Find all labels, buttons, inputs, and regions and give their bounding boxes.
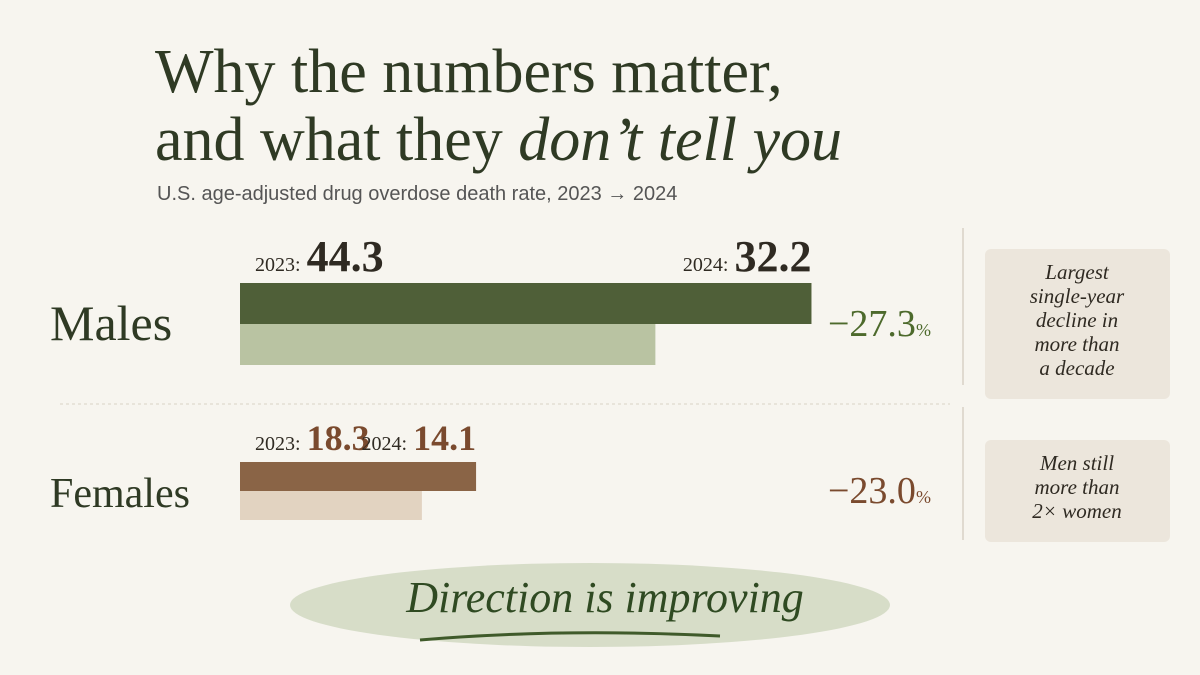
change: −23.0% xyxy=(828,470,931,512)
value-label: 44.3 xyxy=(307,232,384,281)
subtitle: U.S. age-adjusted drug overdose death ra… xyxy=(157,183,677,205)
note-line: decline in xyxy=(1036,308,1118,332)
year-label: 2023: xyxy=(255,254,301,276)
row-label: Males xyxy=(50,295,172,351)
value-label: 14.1 xyxy=(413,418,476,458)
title-italic: don’t tell you xyxy=(518,106,842,174)
year-label: 2023: xyxy=(255,433,301,455)
bar-2023 xyxy=(240,283,812,324)
change: −27.3% xyxy=(828,303,931,345)
title-part: and what they xyxy=(155,106,518,174)
note-line: single-year xyxy=(1030,284,1125,308)
note-line: Largest xyxy=(1044,260,1110,284)
note-card xyxy=(985,249,1170,399)
note-line: a decade xyxy=(1039,356,1114,380)
value-2023: 2023: 18.3 xyxy=(255,418,370,458)
change-unit: % xyxy=(916,320,931,340)
change-unit: % xyxy=(916,487,931,507)
note-line: more than xyxy=(1035,475,1120,499)
value-2024: 2024: 14.1 xyxy=(362,418,477,458)
change-value: −23.0 xyxy=(828,470,916,512)
note-line: 2× women xyxy=(1032,499,1121,523)
year-label: 2024: xyxy=(362,433,408,455)
bar-2024 xyxy=(240,324,656,365)
row-label: Females xyxy=(50,471,190,517)
title-line: Why the numbers matter, xyxy=(155,38,783,106)
note-card xyxy=(985,440,1170,542)
bar-2024 xyxy=(240,491,422,520)
change-value: −27.3 xyxy=(828,303,916,345)
year-label: 2024: xyxy=(683,254,729,276)
value-label: 18.3 xyxy=(307,418,370,458)
value-label: 32.2 xyxy=(734,232,811,281)
note-line: Men still xyxy=(1039,451,1114,475)
bar-2023 xyxy=(240,462,477,491)
banner-underline xyxy=(419,631,721,642)
banner-brush xyxy=(290,563,890,647)
title-line: and what they don’t tell you xyxy=(155,106,842,174)
banner-text: Direction is improving xyxy=(405,573,804,622)
note-line: more than xyxy=(1035,332,1120,356)
value-2024: 2024: 32.2 xyxy=(683,232,812,281)
value-2023: 2023: 44.3 xyxy=(255,232,384,281)
